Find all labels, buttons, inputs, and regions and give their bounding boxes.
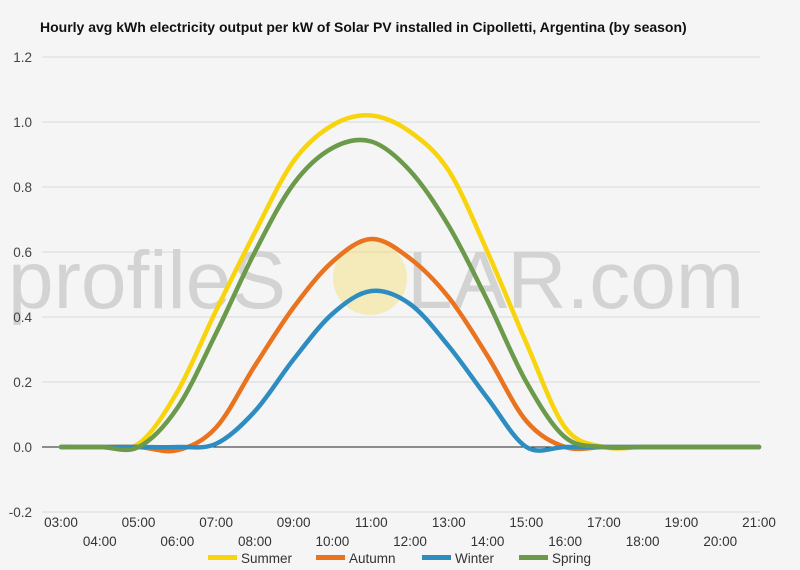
chart-title: Hourly avg kWh electricity output per kW…: [40, 19, 687, 35]
x-axis-ticks: 03:00 04:00 05:00 06:00 07:00 08:00 09:00 10:00…: [44, 515, 776, 549]
legend-swatch-winter: [422, 555, 451, 560]
x-tick-label: 17:00: [587, 515, 621, 530]
legend-label-summer: Summer: [241, 551, 293, 566]
y-tick-label: 0.6: [13, 245, 32, 260]
x-tick-label: 20:00: [703, 534, 737, 549]
legend-swatch-spring: [519, 555, 548, 560]
y-tick-label: 0.2: [13, 375, 32, 390]
x-tick-label: 05:00: [122, 515, 156, 530]
x-tick-label: 16:00: [548, 534, 582, 549]
series-line-spring: [58, 137, 762, 453]
watermark-sun-icon: [333, 241, 407, 315]
legend-swatch-autumn: [316, 555, 345, 560]
series-lines: [58, 113, 762, 454]
x-tick-label: 06:00: [160, 534, 194, 549]
x-tick-label: 18:00: [626, 534, 660, 549]
y-tick-label: 0.4: [13, 310, 32, 325]
x-tick-label: 04:00: [83, 534, 117, 549]
y-tick-label: -0.2: [9, 505, 32, 520]
y-tick-label: 0.0: [13, 440, 32, 455]
x-tick-label: 19:00: [665, 515, 699, 530]
x-tick-label: 10:00: [316, 534, 350, 549]
x-tick-label: 09:00: [277, 515, 311, 530]
legend: Summer Autumn Winter Spring: [208, 551, 591, 566]
x-tick-label: 21:00: [742, 515, 776, 530]
x-tick-label: 03:00: [44, 515, 78, 530]
legend-label-winter: Winter: [455, 551, 495, 566]
x-tick-label: 11:00: [355, 515, 388, 530]
x-tick-label: 15:00: [509, 515, 543, 530]
legend-swatch-summer: [208, 555, 237, 560]
x-tick-label: 14:00: [471, 534, 505, 549]
y-tick-label: 1.0: [13, 115, 32, 130]
legend-label-autumn: Autumn: [349, 551, 396, 566]
watermark: profileS LAR.com: [8, 235, 744, 326]
x-tick-label: 12:00: [393, 534, 427, 549]
y-tick-label: 0.8: [13, 180, 32, 195]
x-tick-label: 08:00: [238, 534, 272, 549]
legend-label-spring: Spring: [552, 551, 591, 566]
y-tick-label: 1.2: [13, 50, 32, 65]
x-tick-label: 13:00: [432, 515, 466, 530]
y-axis-ticks: -0.2 0.0 0.2 0.4 0.6 0.8 1.0 1.2: [9, 50, 33, 520]
x-tick-label: 07:00: [199, 515, 233, 530]
